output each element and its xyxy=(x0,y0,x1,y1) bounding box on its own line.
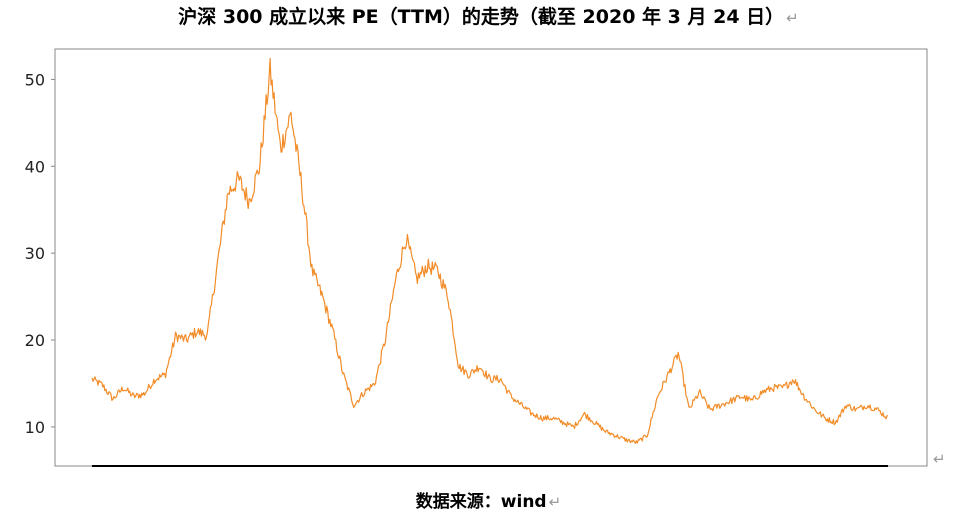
return-mark-icon: ↵ xyxy=(786,9,799,27)
chart-title: 沪深 300 成立以来 PE（TTM）的走势（截至 2020 年 3 月 24 … xyxy=(0,2,977,29)
source-text: 数据来源：wind xyxy=(415,492,547,512)
y-tick-label: 30 xyxy=(25,244,45,263)
return-mark-icon: ↵ xyxy=(933,450,946,468)
return-mark-icon: ↵ xyxy=(548,493,562,511)
y-tick-label: 10 xyxy=(25,418,45,437)
chart-title-text: 沪深 300 成立以来 PE（TTM）的走势（截至 2020 年 3 月 24 … xyxy=(178,6,785,28)
pe-series-line xyxy=(91,57,889,444)
y-tick-label: 20 xyxy=(25,331,45,350)
source-note: 数据来源：wind ↵ xyxy=(0,487,977,512)
y-tick-label: 40 xyxy=(25,157,45,176)
pe-line-chart: 10 20 30 40 50 xyxy=(25,48,928,467)
plot-frame xyxy=(54,48,928,467)
y-tick-label: 50 xyxy=(25,70,45,89)
